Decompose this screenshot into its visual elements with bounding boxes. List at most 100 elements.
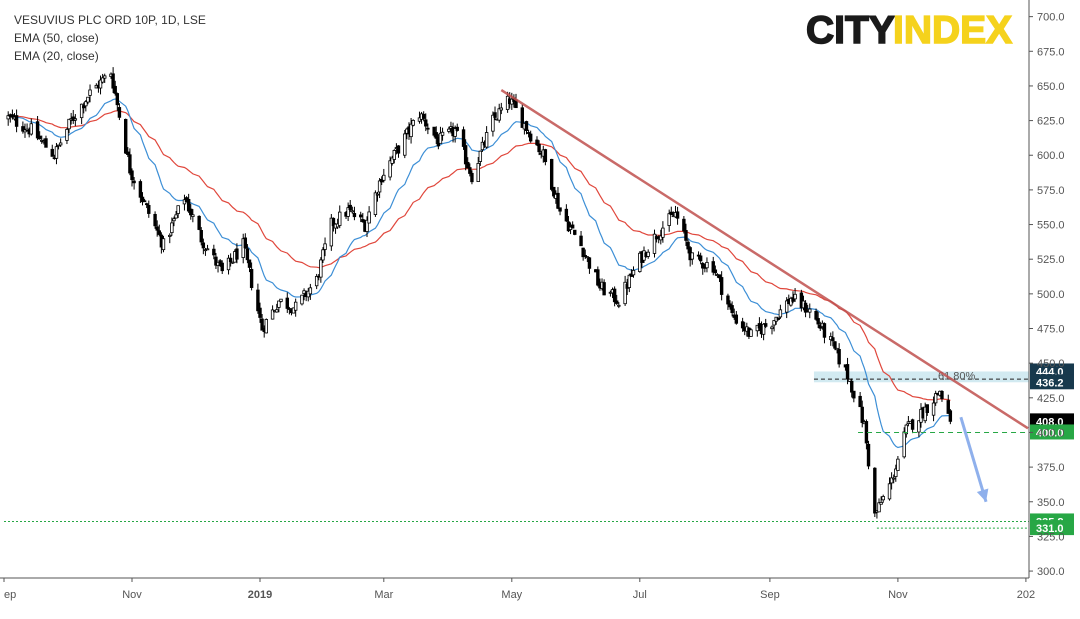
- candle: [931, 396, 936, 422]
- candle: [661, 221, 665, 243]
- candle: [860, 400, 864, 428]
- candle: [421, 111, 426, 122]
- candle: [698, 252, 703, 265]
- candle: [910, 418, 915, 434]
- candle: [749, 328, 753, 337]
- candle-body: [124, 118, 128, 154]
- candle: [847, 378, 852, 382]
- candle: [314, 273, 319, 290]
- candle: [524, 120, 529, 135]
- candle: [98, 75, 103, 95]
- candle: [470, 170, 474, 185]
- candle-body: [837, 349, 841, 365]
- candle-body: [245, 248, 250, 261]
- candle-body: [426, 127, 430, 130]
- candle-body: [784, 300, 789, 313]
- candle: [270, 305, 275, 320]
- candle-body: [833, 341, 837, 349]
- candle-body: [84, 101, 88, 107]
- candle-body: [67, 118, 71, 130]
- price-tag-label: 436.2: [1036, 377, 1064, 389]
- candle-body: [789, 297, 793, 306]
- candle: [713, 265, 718, 276]
- candle-body: [564, 208, 569, 222]
- candle: [923, 402, 927, 424]
- candle-body: [719, 277, 724, 295]
- candle-body: [113, 85, 117, 94]
- candle: [409, 117, 413, 144]
- candle: [581, 247, 585, 261]
- candle-body: [392, 150, 396, 160]
- candle-body: [132, 180, 136, 184]
- price-tag: 331.0: [1030, 520, 1074, 536]
- candle-body: [293, 301, 298, 311]
- candle: [537, 140, 541, 156]
- candle: [833, 341, 837, 351]
- candle-body: [174, 214, 178, 219]
- y-tick-label: 675.0: [1037, 46, 1065, 58]
- candle: [350, 206, 355, 214]
- candle: [615, 294, 619, 305]
- candle-body: [497, 108, 501, 121]
- candle-body: [761, 323, 766, 335]
- candle: [287, 306, 292, 315]
- candle: [573, 229, 577, 236]
- candle-body: [172, 218, 176, 222]
- candle-body: [346, 207, 350, 217]
- candle: [73, 114, 78, 127]
- candle-body: [199, 229, 203, 243]
- candle-body: [308, 287, 313, 295]
- candle: [329, 214, 334, 251]
- candle: [602, 279, 606, 296]
- candle-body: [103, 75, 107, 79]
- candle-body: [73, 118, 78, 121]
- candle-body: [264, 319, 268, 334]
- candle: [302, 288, 306, 301]
- candle-body: [140, 196, 145, 203]
- candle-body: [100, 77, 105, 83]
- candle-body: [602, 282, 606, 296]
- candle-body: [948, 410, 953, 422]
- candle: [438, 126, 443, 144]
- price-tag: 400.0: [1030, 424, 1074, 440]
- candle: [889, 472, 894, 490]
- candle-body: [373, 192, 378, 215]
- candle: [596, 266, 600, 287]
- candle-body: [682, 218, 686, 232]
- candle: [646, 249, 650, 259]
- candle: [155, 220, 159, 237]
- candle-body: [757, 323, 762, 329]
- candle-body: [186, 199, 191, 212]
- candle-body: [814, 310, 818, 320]
- candle-body: [573, 229, 577, 235]
- candle: [214, 252, 218, 269]
- candle: [201, 238, 206, 255]
- candle: [191, 209, 195, 223]
- candle-body: [117, 107, 122, 118]
- candle-body: [892, 477, 896, 480]
- candle: [199, 227, 203, 246]
- candle: [761, 322, 766, 341]
- candle-body: [778, 309, 783, 318]
- candle-body: [543, 149, 548, 163]
- candle-body: [205, 248, 210, 251]
- y-tick-label: 700.0: [1037, 12, 1065, 24]
- x-tick-label: Sep: [760, 589, 780, 601]
- candle-body: [390, 157, 394, 164]
- candle: [463, 139, 468, 171]
- candle-body: [138, 181, 143, 198]
- y-tick-label: 500.0: [1037, 289, 1065, 301]
- candle: [226, 254, 231, 275]
- candle: [346, 202, 350, 222]
- candle: [447, 126, 451, 134]
- axis-layer: 300.0 325.0 350.0 375.0 400.0 425.0 450.0 475.0…: [0, 0, 1065, 601]
- candle-body: [705, 261, 709, 269]
- x-tick-label: Jul: [633, 589, 647, 601]
- candle: [359, 211, 363, 223]
- candle-body: [338, 211, 342, 226]
- candle-body: [382, 174, 386, 181]
- candle-body: [675, 211, 680, 219]
- candle: [157, 224, 161, 237]
- candle-layer: [6, 67, 953, 519]
- candle-body: [902, 431, 906, 458]
